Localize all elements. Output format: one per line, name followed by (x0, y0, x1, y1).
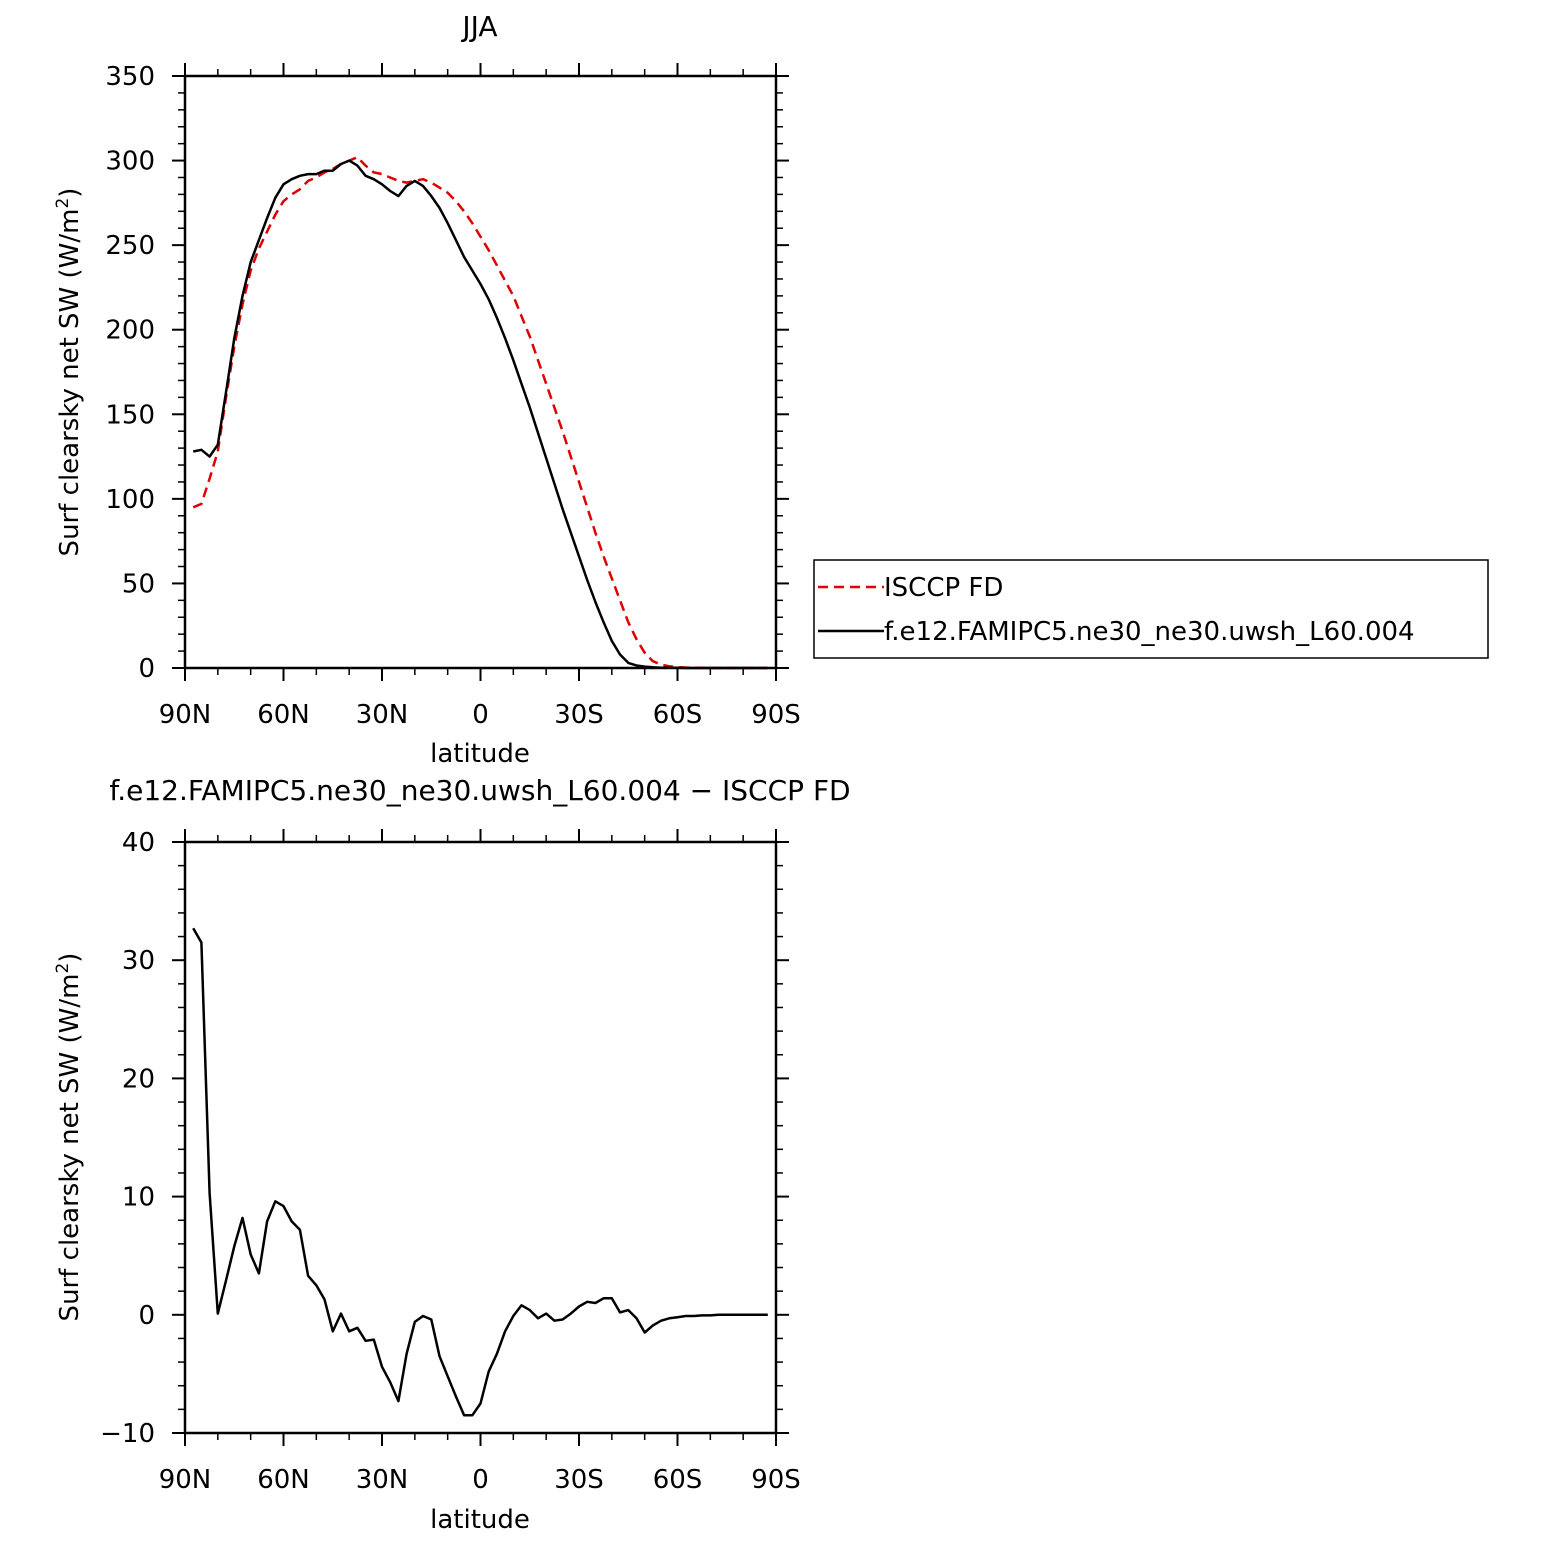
bottom-y-tick-label: 10 (122, 1183, 155, 1213)
bottom-x-tick-label: 30N (356, 1465, 409, 1495)
bottom-series-difference-line (192, 927, 768, 1417)
top-y-tick-label: 0 (138, 654, 155, 684)
top-y-axis-label-main: Surf clearsky net SW (W/m (55, 209, 85, 557)
top-x-tick-label: 30S (554, 700, 604, 730)
bottom-y-axis-label-main: Surf clearsky net SW (W/m (55, 974, 85, 1322)
bottom-x-tick-label: 60N (257, 1465, 310, 1495)
bottom-y-tick-label: −10 (100, 1419, 155, 1449)
top-x-axis-label: latitude (430, 739, 530, 769)
top-y-tick-label: 250 (105, 231, 155, 261)
top-axes: 0 50 100 150 200 250 300 350 90N 60N 30N 0 30S 60S 90S (105, 62, 800, 730)
bottom-x-tick-label: 90S (751, 1465, 801, 1495)
bottom-y-axis-label-tail: ) (55, 953, 85, 963)
top-chart-title: JJA (460, 10, 497, 43)
top-x-tick-label: 0 (472, 700, 489, 730)
bottom-x-tick-label: 90N (159, 1465, 212, 1495)
top-x-tick-label: 90N (159, 700, 212, 730)
bottom-y-tick-label: 20 (122, 1064, 155, 1094)
bottom-axes: −10 0 10 20 30 40 90N 60N 30N 0 30S 60S 90S (100, 828, 801, 1495)
bottom-series-layer (192, 927, 768, 1417)
top-x-tick-label: 30N (356, 700, 409, 730)
legend: ISCCP FD f.e12.FAMIPC5.ne30_ne30.uwsh_L6… (813, 559, 1489, 659)
bottom-y-axis-label-superscript: 2 (53, 963, 73, 974)
bottom-chart-title: f.e12.FAMIPC5.ne30_ne30.uwsh_L60.004 − I… (109, 774, 850, 807)
legend-label-isccp: ISCCP FD (884, 573, 1003, 603)
top-y-tick-label: 50 (122, 569, 155, 599)
bottom-x-tick-label: 0 (472, 1465, 489, 1495)
top-x-tick-label: 60S (653, 700, 703, 730)
legend-label-model: f.e12.FAMIPC5.ne30_ne30.uwsh_L60.004 (884, 617, 1415, 647)
bottom-y-axis-label: Surf clearsky net SW (W/m2) (53, 953, 85, 1322)
top-y-axis-label-superscript: 2 (53, 198, 73, 209)
top-series-model-line (192, 159, 768, 670)
top-y-tick-label: 200 (105, 316, 155, 346)
top-y-tick-label: 350 (105, 62, 155, 92)
top-chart-panel: JJA 0 50 100 150 200 250 300 350 90N 60N 30N 0 30S 60… (53, 10, 801, 769)
top-x-tick-label: 90S (751, 700, 801, 730)
top-series-isccp-fd-line (192, 155, 768, 670)
bottom-y-tick-label: 30 (122, 946, 155, 976)
top-series-layer (192, 155, 768, 670)
bottom-plot-frame (183, 840, 778, 1435)
top-y-tick-label: 300 (105, 147, 155, 177)
top-plot-frame (183, 74, 778, 670)
legend-box (813, 559, 1489, 659)
top-y-axis-label: Surf clearsky net SW (W/m2) (53, 188, 85, 557)
top-y-tick-label: 100 (105, 485, 155, 515)
bottom-x-tick-label: 60S (653, 1465, 703, 1495)
bottom-y-tick-label: 0 (138, 1301, 155, 1331)
top-y-axis-label-tail: ) (55, 188, 85, 198)
bottom-y-tick-label: 40 (122, 828, 155, 858)
bottom-x-axis-label: latitude (430, 1505, 530, 1535)
top-y-tick-label: 150 (105, 400, 155, 430)
bottom-chart-panel: f.e12.FAMIPC5.ne30_ne30.uwsh_L60.004 − I… (53, 774, 851, 1535)
top-x-tick-label: 60N (257, 700, 310, 730)
bottom-x-tick-label: 30S (554, 1465, 604, 1495)
